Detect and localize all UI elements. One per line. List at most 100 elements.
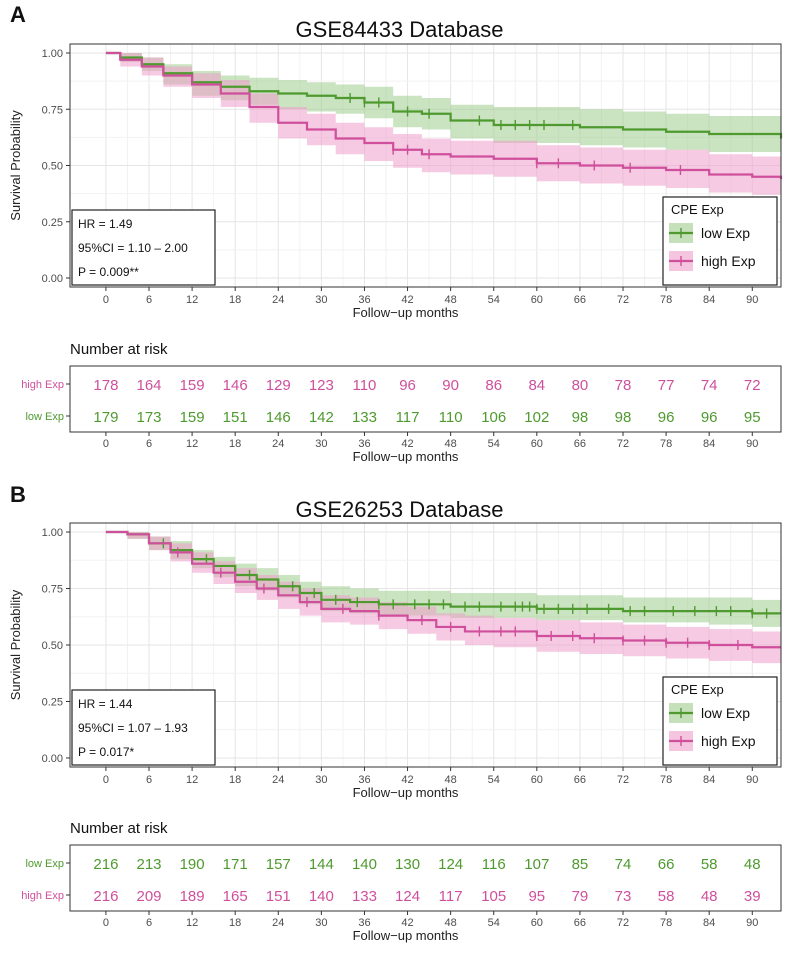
risk-value: 159	[180, 377, 205, 394]
risk-value: 95	[744, 409, 761, 426]
risk-value: 189	[180, 888, 205, 905]
risk-x-tick-label: 6	[146, 917, 152, 929]
risk-value: 116	[482, 856, 506, 873]
risk-x-tick-label: 60	[531, 917, 543, 929]
risk-value: 146	[223, 377, 248, 394]
legend-item-label: low Exp	[701, 705, 750, 721]
risk-value: 86	[485, 377, 502, 394]
ci-band-low	[105, 53, 782, 159]
risk-x-tick-label: 12	[186, 438, 198, 450]
risk-x-tick-label: 24	[272, 917, 284, 929]
x-tick-label: 18	[229, 774, 241, 786]
risk-value: 74	[701, 377, 718, 394]
risk-value: 117	[439, 888, 463, 905]
risk-value: 171	[223, 856, 248, 873]
risk-value: 151	[266, 888, 291, 905]
x-tick-label: 6	[146, 294, 152, 306]
risk-row-label: low Exp	[25, 411, 64, 423]
risk-table-title: Number at risk	[70, 820, 168, 837]
y-tick-label: 0.25	[42, 696, 63, 708]
risk-value: 151	[223, 409, 248, 426]
risk-value: 144	[309, 856, 334, 873]
risk-value: 48	[744, 856, 761, 873]
x-tick-label: 84	[703, 774, 715, 786]
risk-value: 124	[395, 888, 420, 905]
risk-value: 110	[439, 409, 463, 426]
y-tick-label: 0.50	[42, 640, 63, 652]
censor-marks-low	[162, 538, 768, 619]
risk-x-tick-label: 30	[315, 917, 327, 929]
risk-x-tick-label: 24	[272, 438, 284, 450]
risk-x-axis-title: Follow−up months	[353, 928, 459, 943]
risk-x-tick-label: 78	[660, 917, 672, 929]
x-tick-label: 78	[660, 774, 672, 786]
risk-value: 58	[658, 888, 675, 905]
y-axis-title: Survival Probability	[8, 110, 23, 221]
risk-value: 133	[352, 888, 377, 905]
risk-value: 209	[136, 888, 161, 905]
risk-value: 66	[658, 856, 675, 873]
risk-value: 213	[136, 856, 161, 873]
risk-value: 90	[442, 377, 459, 394]
risk-value: 157	[266, 856, 291, 873]
risk-value: 130	[395, 856, 420, 873]
x-tick-label: 54	[488, 774, 500, 786]
risk-table-frame	[69, 365, 782, 433]
risk-x-tick-label: 54	[488, 917, 500, 929]
stat-line: P = 0.009**	[78, 265, 139, 279]
risk-value: 164	[136, 377, 161, 394]
risk-value: 102	[524, 409, 549, 426]
stats-box: HR = 1.44 95%CI = 1.07 – 1.93 P = 0.017*	[71, 689, 216, 766]
risk-x-tick-label: 60	[531, 438, 543, 450]
risk-value: 96	[658, 409, 675, 426]
legend-item-label: high Exp	[701, 733, 756, 749]
risk-x-tick-label: 90	[746, 917, 758, 929]
risk-value: 95	[528, 888, 545, 905]
x-tick-label: 24	[272, 294, 284, 306]
stat-line: HR = 1.49	[78, 217, 133, 231]
stats-box-frame	[71, 689, 216, 766]
risk-x-tick-label: 12	[186, 917, 198, 929]
ci-band-low	[105, 532, 782, 627]
risk-value: 98	[615, 409, 632, 426]
x-axis-title: Follow−up months	[353, 785, 459, 800]
risk-value: 48	[701, 888, 718, 905]
risk-value: 173	[136, 409, 161, 426]
risk-value: 140	[352, 856, 377, 873]
y-tick-label: 0.50	[42, 161, 63, 173]
risk-value: 39	[744, 888, 761, 905]
risk-x-tick-label: 72	[617, 917, 629, 929]
risk-value: 133	[352, 409, 377, 426]
risk-x-tick-label: 54	[488, 438, 500, 450]
chart-title: GSE26253 Database	[296, 497, 504, 522]
legend-title: CPE Exp	[671, 682, 724, 697]
risk-value: 84	[528, 377, 545, 394]
risk-x-tick-label: 48	[445, 438, 457, 450]
stat-line: HR = 1.44	[78, 697, 133, 711]
y-tick-label: 1.00	[42, 48, 63, 60]
x-tick-label: 42	[401, 294, 413, 306]
risk-value: 216	[93, 888, 118, 905]
risk-x-tick-label: 84	[703, 917, 715, 929]
risk-value: 98	[572, 409, 589, 426]
risk-x-tick-label: 90	[746, 438, 758, 450]
censor-marks-high	[177, 547, 739, 650]
risk-table: Number at risk 0 6 12 18 24 30 36 42 48 54 60 66 72 78…	[21, 820, 782, 943]
x-tick-label: 48	[445, 294, 457, 306]
risk-x-tick-label: 18	[229, 438, 241, 450]
risk-value: 190	[180, 856, 205, 873]
risk-x-tick-label: 72	[617, 438, 629, 450]
ci-band-high	[105, 532, 782, 666]
chart-title: GSE84433 Database	[296, 17, 504, 42]
risk-x-tick-label: 66	[574, 917, 586, 929]
risk-value: 140	[309, 888, 334, 905]
x-tick-label: 78	[660, 294, 672, 306]
risk-x-axis-title: Follow−up months	[353, 449, 459, 464]
x-tick-label: 12	[186, 294, 198, 306]
panel-letter: B	[10, 482, 26, 507]
risk-value: 96	[701, 409, 718, 426]
risk-x-tick-label: 78	[660, 438, 672, 450]
risk-value: 178	[93, 377, 118, 394]
x-tick-label: 54	[488, 294, 500, 306]
x-tick-label: 60	[531, 774, 543, 786]
